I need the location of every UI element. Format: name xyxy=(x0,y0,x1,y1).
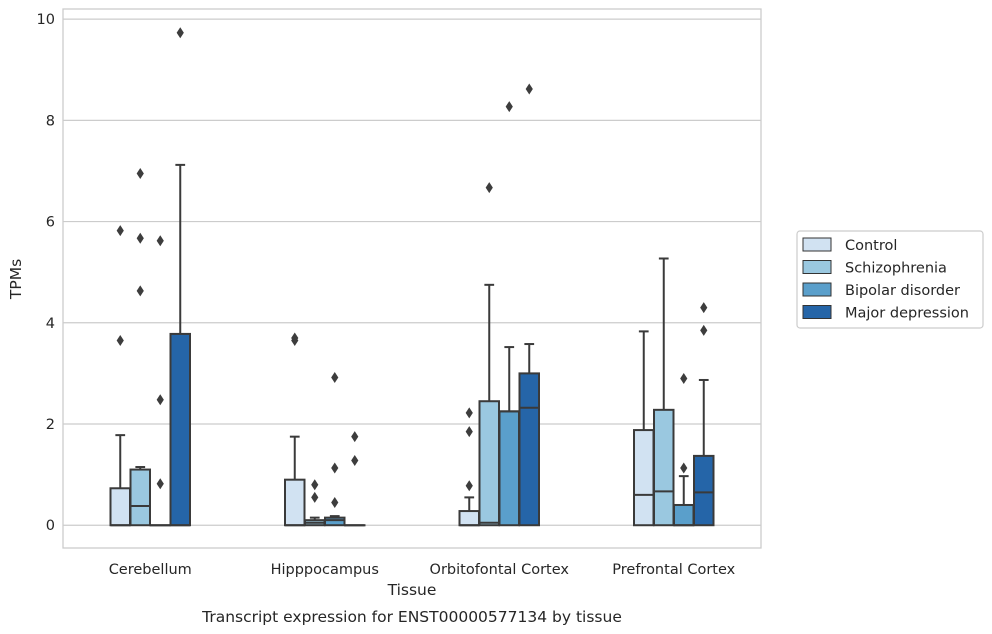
y-tick-label: 0 xyxy=(46,518,55,534)
x-tick-label: Prefrontal Cortex xyxy=(612,562,735,578)
box-control xyxy=(633,330,655,527)
outlier-point xyxy=(351,431,359,443)
outlier-point xyxy=(700,324,708,336)
box-control xyxy=(458,407,480,527)
outlier-point xyxy=(156,394,164,406)
legend-swatch xyxy=(802,260,832,274)
box-major-depression xyxy=(518,83,540,527)
legend-swatch xyxy=(802,282,832,297)
outlier-point xyxy=(291,332,299,344)
box-body xyxy=(673,503,695,527)
outlier-point xyxy=(525,83,533,95)
box-control xyxy=(284,332,306,527)
box-body xyxy=(653,408,675,527)
outlier-point xyxy=(136,232,144,244)
outlier-point xyxy=(465,480,473,492)
legend: Control Schizophrenia Bipolar disorder Majo… xyxy=(796,230,984,329)
box-bipolar-disorder xyxy=(324,371,346,527)
outlier-point xyxy=(465,426,473,438)
plot-frame xyxy=(62,8,762,549)
legend-swatch xyxy=(802,237,832,252)
box-body xyxy=(633,429,655,527)
box-body xyxy=(458,510,480,527)
box-schizophrenia xyxy=(129,167,151,527)
box-body xyxy=(169,332,191,527)
box-body xyxy=(129,468,151,527)
chart-caption: Transcript expression for ENST0000057713… xyxy=(201,608,622,626)
box-schizophrenia xyxy=(478,182,500,527)
outlier-point xyxy=(505,101,513,113)
box-body xyxy=(693,454,715,527)
box-marks xyxy=(109,27,715,527)
outlier-point xyxy=(116,225,124,237)
outlier-point xyxy=(311,491,319,503)
box-control xyxy=(109,225,131,527)
outlier-point xyxy=(331,462,339,474)
box-body xyxy=(478,400,500,527)
outlier-point xyxy=(176,27,184,39)
legend-frame xyxy=(796,230,984,329)
legend-label: Bipolar disorder xyxy=(845,283,960,299)
box-bipolar-disorder xyxy=(149,235,171,527)
outlier-point xyxy=(680,372,688,384)
box-major-depression xyxy=(169,27,191,527)
outlier-point xyxy=(680,462,688,474)
outlier-point xyxy=(331,371,339,383)
box-bipolar-disorder xyxy=(673,372,695,527)
y-tick-label: 4 xyxy=(46,316,55,332)
x-tick-label: Orbitofontal Cortex xyxy=(430,562,570,578)
outlier-point xyxy=(156,478,164,490)
outlier-point xyxy=(351,454,359,466)
outlier-point xyxy=(700,302,708,314)
x-tick-label: Hipppocampus xyxy=(271,562,379,578)
x-tick-label: Cerebellum xyxy=(109,562,192,578)
outlier-point xyxy=(311,479,319,491)
y-tick-label: 6 xyxy=(46,215,55,231)
box-body xyxy=(324,516,346,527)
outlier-point xyxy=(156,235,164,247)
outlier-point xyxy=(116,334,124,346)
outlier-point xyxy=(136,285,144,297)
y-tick-labels: 0 2 4 6 8 10 xyxy=(37,12,55,534)
outlier-point xyxy=(485,182,493,194)
x-axis-title: Tissue xyxy=(387,581,437,599)
box-bipolar-disorder xyxy=(498,101,520,527)
y-tick-label: 2 xyxy=(46,417,55,433)
outlier-point xyxy=(465,407,473,419)
box-schizophrenia xyxy=(304,479,326,527)
legend-label: Control xyxy=(845,238,897,254)
box-body xyxy=(109,487,131,527)
box-body xyxy=(518,372,540,527)
outlier-point xyxy=(331,496,339,508)
y-axis-title: TPMs xyxy=(7,259,25,300)
box-major-depression xyxy=(344,431,366,527)
legend-label: Major depression xyxy=(845,306,969,322)
y-tick-label: 8 xyxy=(46,113,55,129)
box-body xyxy=(284,478,306,527)
outlier-point xyxy=(136,167,144,179)
y-tick-label: 10 xyxy=(37,12,55,28)
legend-label: Schizophrenia xyxy=(845,261,947,277)
legend-swatch xyxy=(802,305,832,319)
box-major-depression xyxy=(693,302,715,527)
box-body xyxy=(498,410,520,527)
x-tick-labels: Cerebellum Hipppocampus Orbitofontal Corte… xyxy=(109,562,736,578)
box-schizophrenia xyxy=(653,257,675,527)
